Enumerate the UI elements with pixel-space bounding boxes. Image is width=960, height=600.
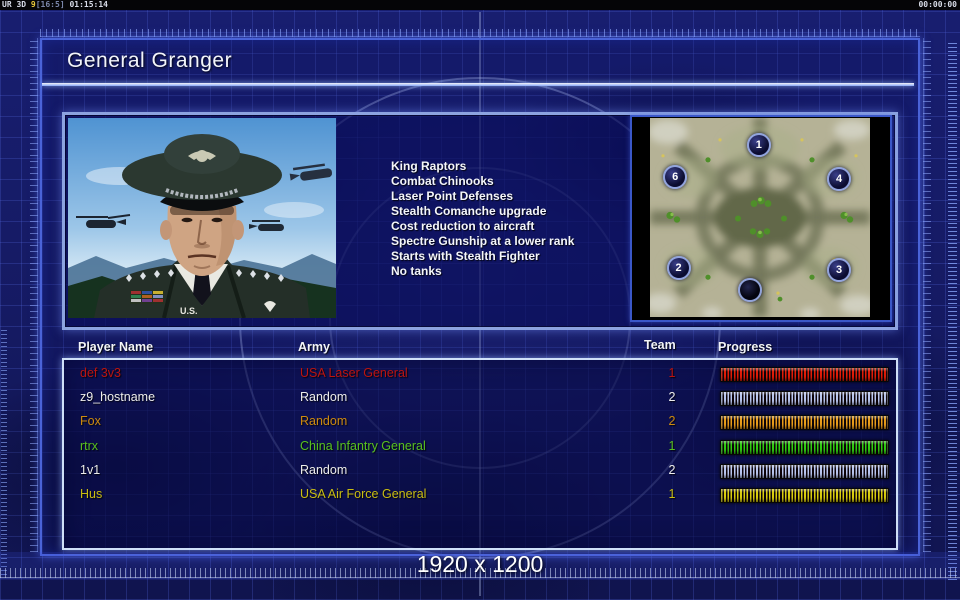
player-team: 1 — [668, 366, 676, 380]
player-name: Fox — [80, 414, 101, 428]
player-team: 2 — [668, 463, 676, 477]
progress-bar — [720, 464, 889, 479]
page-title: General Granger — [67, 49, 233, 72]
table-row: 1v1 Random 2 — [64, 459, 896, 483]
debug-bar: UR 3D 9[16:5] 01:15:14 00:00:00 — [0, 0, 960, 10]
spawn-point-marker: 2 — [666, 256, 691, 281]
player-army: Random — [300, 414, 348, 428]
table-row: Hus USA Air Force General 1 — [64, 483, 896, 507]
player-name: Hus — [80, 487, 103, 501]
map-preview: 1 6 4 2 3 — [630, 115, 892, 322]
column-header-player-name: Player Name — [78, 340, 154, 354]
spawn-point-marker: 4 — [827, 166, 852, 191]
general-info-panel: U.S. King Raptors Combat Chinooks Laser … — [62, 112, 898, 330]
player-name: def 3v3 — [80, 366, 122, 380]
debug-stats-text: UR 3D 9[16:5] 01:15:14 — [2, 0, 108, 9]
ruler-ticks-right — [923, 38, 931, 552]
helicopter-icon — [289, 163, 333, 181]
player-team: 1 — [668, 487, 676, 501]
table-row: Fox Random 2 — [64, 410, 896, 434]
progress-bar — [720, 391, 889, 406]
ruler-ticks-far-right — [948, 40, 957, 580]
general-portrait: U.S. — [68, 118, 336, 318]
player-team: 2 — [668, 390, 676, 404]
service-ribbons — [130, 290, 164, 304]
ruler-ticks-far-left — [1, 330, 7, 575]
player-army: USA Laser General — [300, 366, 408, 380]
rank-stars — [126, 269, 284, 282]
ability-item: Starts with Stealth Fighter — [391, 249, 540, 263]
table-row: rtrx China Infantry General 1 — [64, 435, 896, 459]
progress-bar — [720, 440, 889, 455]
progress-bar — [720, 488, 889, 503]
spawn-point-marker: 3 — [827, 258, 852, 283]
player-name: 1v1 — [80, 463, 101, 477]
player-army: Random — [300, 390, 348, 404]
resolution-label: 1920 x 1200 — [416, 551, 544, 577]
player-team: 1 — [668, 439, 676, 453]
spawn-point-marker: 6 — [663, 164, 688, 189]
ability-item: Combat Chinooks — [391, 174, 494, 188]
general-abilities-list: King Raptors Combat Chinooks Laser Point… — [391, 159, 574, 279]
ruler-ticks-bottom — [0, 568, 960, 578]
ability-item: Cost reduction to aircraft — [391, 219, 535, 233]
progress-bar — [720, 415, 889, 430]
ruler-ticks-left — [30, 38, 38, 552]
progress-bar — [720, 367, 889, 382]
spawn-point-marker: 1 — [746, 132, 771, 157]
column-header-army: Army — [298, 340, 330, 354]
helicopter-icon — [76, 214, 131, 228]
ability-item: Stealth Comanche upgrade — [391, 204, 547, 218]
player-name: rtrx — [80, 439, 99, 453]
ability-item: Spectre Gunship at a lower rank — [391, 234, 575, 248]
table-row: def 3v3 USA Laser General 1 — [64, 362, 896, 386]
column-header-progress: Progress — [718, 340, 773, 354]
player-table: def 3v3 USA Laser General 1 z9_hostname … — [62, 358, 898, 550]
ability-item: Laser Point Defenses — [391, 189, 514, 203]
ability-item: King Raptors — [391, 159, 467, 173]
general-figure: U.S. — [94, 134, 310, 318]
eagle-badge — [264, 301, 276, 312]
column-header-team: Team — [644, 338, 676, 352]
player-team: 2 — [668, 414, 676, 428]
cap-eagle-emblem — [188, 150, 216, 162]
player-name: z9_hostname — [80, 390, 156, 404]
map-image: 1 6 4 2 3 — [644, 118, 876, 320]
us-lapel-pin: U.S. — [180, 306, 198, 316]
game-timer: 00:00:00 — [918, 0, 957, 9]
title-divider — [42, 83, 914, 86]
ability-item: No tanks — [391, 264, 442, 278]
table-row: z9_hostname Random 2 — [64, 386, 896, 410]
helicopter-icon — [249, 220, 284, 231]
player-army: Random — [300, 463, 348, 477]
player-army: USA Air Force General — [300, 487, 427, 501]
spawn-point-marker — [738, 278, 762, 303]
ruler-ticks-top — [40, 29, 920, 37]
player-army: China Infantry General — [300, 439, 426, 453]
